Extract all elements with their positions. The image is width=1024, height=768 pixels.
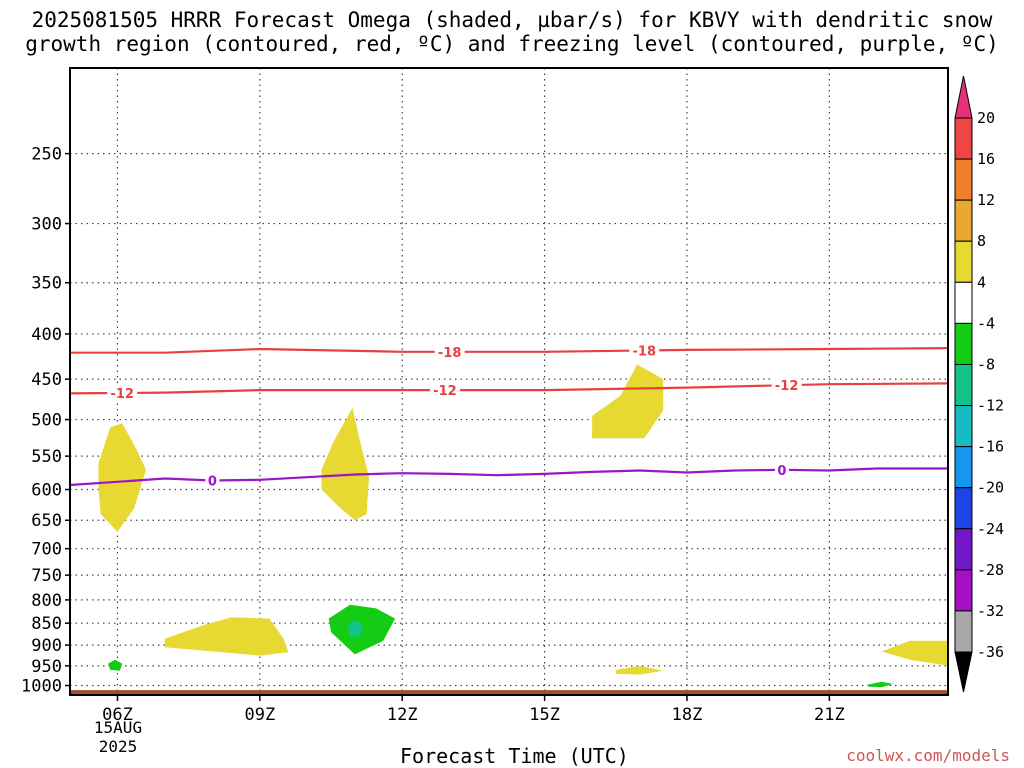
y-tick-label: 600 (31, 481, 62, 501)
contour-line (69, 467, 948, 487)
y-tick-label: 700 (31, 540, 62, 560)
contour-label: -12 (775, 379, 799, 394)
y-tick-label: 650 (31, 511, 62, 531)
contour-label-bg (205, 472, 220, 489)
colorbar-arrow-bottom (954, 651, 973, 693)
colorbar-label: 16 (977, 150, 995, 168)
y-tick-label: 250 (31, 145, 62, 165)
colorbar-label: -36 (977, 643, 1004, 661)
colorbar-label: 20 (977, 109, 995, 127)
y-tick-label: 500 (31, 411, 62, 431)
x-axis-label: Forecast Time (UTC) (400, 744, 629, 768)
terrain-layer (71, 690, 947, 695)
colorbar-arrow-top (954, 75, 973, 119)
colorbar-swatch (954, 446, 973, 489)
colorbar-label: -32 (977, 602, 1004, 620)
y-tick-label: 750 (31, 566, 62, 586)
plot-frame (69, 67, 949, 696)
x-tick-label: 15Z (529, 705, 560, 725)
y-tick-label: 800 (31, 591, 62, 611)
colorbar-swatch (954, 158, 973, 201)
colorbar-label: -8 (977, 355, 995, 373)
colorbar: 20 16 12 8 4 -4 -8 -12 -16 -20 -24 -28 -32 -36 (954, 75, 1004, 693)
contour-label: -12 (433, 384, 457, 399)
omega-region (347, 620, 364, 637)
contour-label: 0 (777, 464, 786, 479)
colorbar-swatch (954, 281, 973, 324)
contour-label: -18 (438, 346, 462, 361)
contour-label-bg (107, 384, 138, 401)
omega-region (164, 617, 289, 656)
contour-label-bg (629, 342, 660, 359)
omega-region (108, 659, 123, 671)
y-tick-label: 950 (31, 657, 62, 677)
contour-label: -18 (633, 344, 657, 359)
y-tick-label: 300 (31, 215, 62, 235)
colorbar-label: 8 (977, 232, 986, 250)
x-tick-label: 06Z (102, 705, 133, 725)
y-tick-label: 550 (31, 447, 62, 467)
colorbar-swatch (954, 322, 973, 365)
chart-title: 2025081505 HRRR Forecast Omega (shaded, … (25, 8, 999, 56)
colorbar-swatch (954, 199, 973, 242)
colorbar-label: -20 (977, 479, 1004, 497)
colorbar-swatch (954, 240, 973, 283)
contour-label: -12 (110, 387, 134, 402)
colorbar-label: -12 (977, 397, 1004, 415)
contour-label-bg (771, 377, 802, 394)
x-tick-label: 12Z (387, 705, 418, 725)
terrain-band (71, 690, 947, 695)
y-tick-label: 450 (31, 370, 62, 390)
colorbar-label: -24 (977, 520, 1004, 538)
colorbar-swatch (954, 610, 973, 653)
colorbar-swatch (954, 405, 973, 448)
colorbar-label: 12 (977, 191, 995, 209)
x-tick-label: 09Z (244, 705, 275, 725)
colorbar-label: -28 (977, 561, 1004, 579)
gridlines (70, 68, 948, 695)
colorbar-label: 4 (977, 273, 986, 291)
contour-line (70, 347, 949, 354)
y-axis-ticks: 2503003504004505005506006507007508008509… (21, 145, 70, 697)
omega-region (881, 640, 948, 666)
contour-label-bg (434, 343, 465, 360)
contour-label-bg (429, 382, 460, 399)
contour-label: 0 (208, 474, 217, 489)
credit-link[interactable]: coolwx.com/models (846, 746, 1010, 765)
colorbar-swatch (954, 528, 973, 571)
omega-region (321, 407, 369, 521)
x-tick-label: 18Z (672, 705, 703, 725)
omega-region (592, 364, 664, 439)
y-tick-label: 350 (31, 274, 62, 294)
omega-region (328, 604, 396, 655)
colorbar-swatch (954, 487, 973, 530)
colorbar-label: -16 (977, 438, 1004, 456)
omega-region (98, 423, 146, 532)
omega-shading (98, 364, 948, 688)
contour-label-bg (774, 461, 789, 478)
contour-lines: -18 -18 -12 -12 -12 0 0 (69, 342, 949, 489)
colorbar-swatch (954, 569, 973, 612)
colorbar-label: -4 (977, 314, 995, 332)
x-tick-label: 21Z (814, 705, 845, 725)
y-tick-label: 400 (31, 325, 62, 345)
omega-region (867, 681, 894, 688)
omega-region (615, 665, 664, 675)
date-label: 15AUG 2025 (93, 718, 143, 756)
contour-line (69, 382, 949, 395)
colorbar-swatch (954, 117, 973, 160)
colorbar-swatch (954, 363, 973, 407)
y-tick-label: 900 (31, 636, 62, 656)
y-tick-label: 1000 (21, 677, 62, 697)
x-axis-ticks: 06Z 09Z 12Z 15Z 18Z 21Z (102, 695, 845, 725)
y-tick-label: 850 (31, 614, 62, 634)
